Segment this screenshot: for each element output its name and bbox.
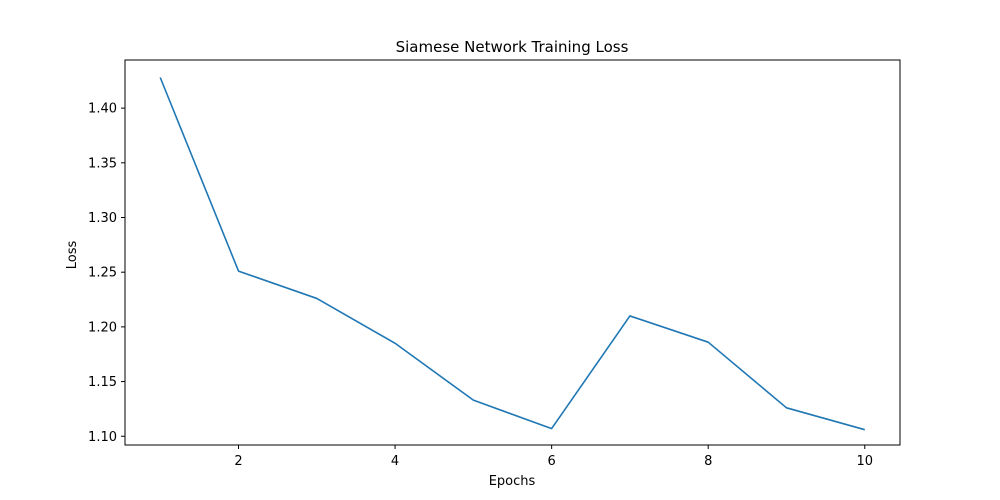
y-tick-label: 1.15 — [88, 375, 117, 390]
y-axis-label: Loss — [65, 241, 80, 270]
y-tick-label: 1.30 — [88, 211, 117, 226]
x-tick-label: 10 — [856, 454, 873, 469]
plot-area — [124, 59, 901, 446]
plot-frame — [124, 59, 901, 446]
chart-title: Siamese Network Training Loss — [396, 38, 629, 56]
y-tick-label: 1.20 — [88, 320, 117, 335]
y-axis-ticks: 1.10 1.15 1.20 1.25 1.30 1.35 1.40 — [88, 102, 125, 445]
y-tick-label: 1.25 — [88, 266, 117, 281]
series-line-0 — [159, 77, 865, 431]
x-axis-label: Epochs — [489, 474, 536, 489]
y-tick-label: 1.35 — [88, 156, 117, 171]
x-tick-label: 4 — [391, 454, 399, 469]
y-tick-label: 1.40 — [88, 102, 117, 117]
x-axis-ticks: 2 4 6 8 10 — [234, 445, 873, 469]
x-tick-label: 8 — [704, 454, 712, 469]
x-tick-label: 6 — [548, 454, 556, 469]
y-tick-label: 1.10 — [88, 430, 117, 445]
x-tick-label: 2 — [234, 454, 242, 469]
